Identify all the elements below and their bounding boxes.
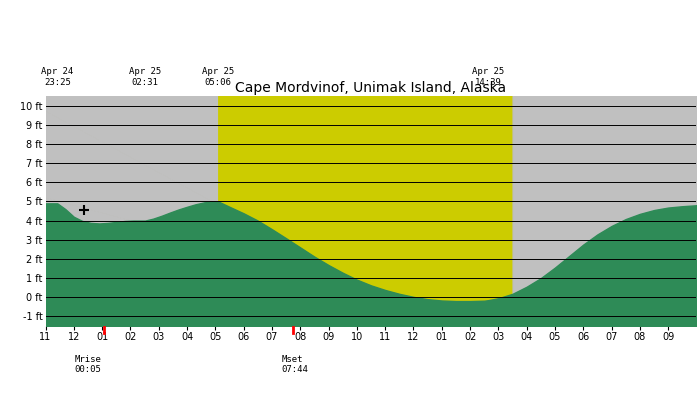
Text: Mrise
00:05: Mrise 00:05 [75,355,101,374]
Text: Apr 25
14:39: Apr 25 14:39 [473,67,505,87]
Text: Apr 25
02:31: Apr 25 02:31 [129,67,161,87]
Text: Apr 25
05:06: Apr 25 05:06 [202,67,234,87]
Title: Cape Mordvinof, Unimak Island, Alaska: Cape Mordvinof, Unimak Island, Alaska [235,81,507,95]
Text: Apr 24
23:25: Apr 24 23:25 [41,67,74,87]
Text: Mset
07:44: Mset 07:44 [281,355,308,374]
